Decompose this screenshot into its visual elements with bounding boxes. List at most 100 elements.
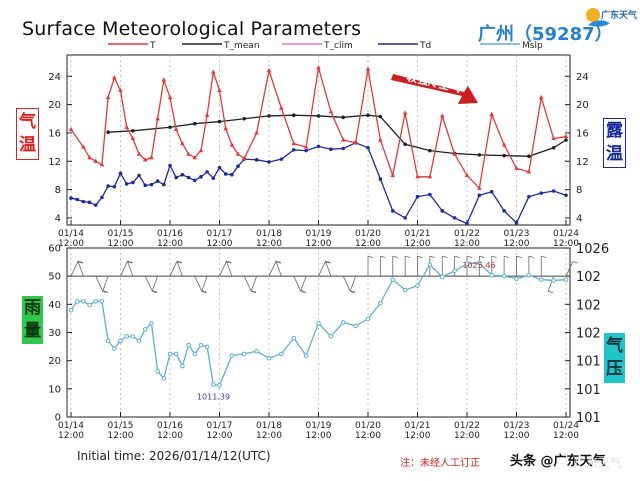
- t-point: [328, 109, 334, 114]
- wind-barb-feather-icon: [541, 255, 547, 259]
- t-point: [211, 69, 216, 74]
- wind-barb-feather-icon: [491, 255, 497, 259]
- mslp-point: [192, 351, 198, 357]
- td-point: [489, 189, 494, 194]
- pressure-label-char-1: 气: [606, 336, 623, 356]
- td-point: [465, 221, 469, 226]
- x-tick-hour: 12:00: [306, 431, 332, 441]
- t-point: [180, 140, 185, 146]
- t-point: [415, 174, 420, 179]
- mslp-point: [402, 287, 408, 293]
- mslp-point: [124, 334, 129, 339]
- t-point: [155, 116, 160, 121]
- td-point: [155, 179, 160, 183]
- x-tick-date: 01/16: [157, 421, 183, 431]
- y-tick-label-left: 8: [55, 185, 61, 196]
- x-tick-hour: 12:00: [256, 239, 282, 249]
- t-point: [452, 151, 457, 156]
- wind-barb-feather-icon: [367, 255, 374, 259]
- td-point: [564, 193, 568, 198]
- x-tick-hour: 12:00: [58, 431, 84, 441]
- rain-tick-label: 30: [48, 328, 61, 339]
- y-tick-label-left: 4: [55, 213, 61, 224]
- td-point: [124, 182, 129, 186]
- t-point: [538, 94, 544, 100]
- mslp-point: [303, 353, 309, 358]
- mslp-point: [477, 260, 482, 266]
- wind-barb-icon: [127, 260, 134, 277]
- wind-barb-feather-icon: [504, 255, 510, 259]
- x-tick-date: 01/17: [207, 421, 233, 431]
- td-point: [81, 199, 86, 204]
- t-point: [551, 135, 556, 141]
- t-point: [112, 75, 117, 80]
- t-mean-point: [378, 114, 383, 119]
- y-tick-label-right: 20: [576, 100, 589, 111]
- y-tick-label-right: 12: [576, 157, 589, 168]
- td-point: [100, 195, 104, 200]
- x-tick-date: 01/19: [306, 421, 332, 431]
- wind-barb-feather-icon: [454, 255, 460, 259]
- x-tick-date: 01/16: [157, 229, 183, 239]
- wind-barb-icon: [77, 260, 84, 277]
- mslp-point: [266, 355, 272, 361]
- pressure-tick-label: 102: [576, 327, 601, 342]
- td-point: [254, 158, 259, 162]
- wind-barb-icon: [318, 261, 326, 277]
- watermark-faint: 广东天气: [574, 456, 623, 470]
- wind-barb-feather-icon: [102, 290, 108, 294]
- x-tick-date: 01/17: [207, 229, 233, 239]
- wind-barb-icon: [102, 276, 109, 292]
- td-point: [291, 148, 296, 152]
- x-tick-date: 01/18: [256, 421, 282, 431]
- x-tick-hour: 12:00: [355, 431, 381, 441]
- wind-barb-feather-icon: [251, 290, 257, 294]
- mslp-point: [155, 369, 160, 374]
- y-tick-label-right: 8: [576, 185, 582, 196]
- t-mean-point: [527, 154, 531, 159]
- td-point: [366, 145, 370, 150]
- mslp-point: [427, 262, 433, 268]
- t-point: [223, 126, 228, 131]
- t-point: [186, 151, 191, 156]
- mslp-point: [538, 277, 544, 282]
- td-point: [93, 203, 98, 207]
- initial-time: Initial time: 2026/01/14/12(UTC): [77, 449, 271, 463]
- mslp-point: [452, 268, 457, 274]
- mslp-point: [316, 320, 321, 326]
- x-tick-hour: 12:00: [405, 431, 431, 441]
- mslp-point: [229, 353, 235, 358]
- x-tick-hour: 12:00: [504, 431, 530, 441]
- x-tick-hour: 12:00: [108, 431, 134, 441]
- mslp-point: [105, 338, 111, 344]
- t-point: [87, 155, 92, 160]
- t-mean-point: [502, 153, 506, 158]
- t-mean-point: [168, 125, 172, 130]
- t-point: [390, 172, 396, 178]
- td-point: [551, 189, 556, 193]
- mslp-point: [81, 299, 86, 304]
- t-point: [427, 174, 433, 179]
- t-mean-point: [192, 121, 197, 126]
- wind-barb-feather-icon: [226, 260, 232, 264]
- t-point: [526, 169, 532, 174]
- wind-barb-feather-icon: [442, 255, 448, 259]
- mslp-point: [87, 302, 92, 308]
- td-point: [539, 191, 544, 195]
- td-point: [514, 221, 519, 225]
- t-mean-point: [316, 114, 321, 118]
- t-point: [68, 126, 74, 131]
- legend-label-t_mean: T_mean: [223, 41, 260, 51]
- t-mean-point: [551, 145, 556, 150]
- x-tick-date: 01/20: [355, 229, 381, 239]
- cold-air-arrow-icon: [391, 74, 478, 104]
- rain-label-char-2: 量: [24, 321, 41, 341]
- t-point: [192, 155, 198, 160]
- y-tick-label-left: 24: [48, 72, 61, 83]
- mslp-point: [130, 334, 136, 339]
- x-tick-hour: 12:00: [355, 239, 381, 249]
- y-tick-label-right: 24: [576, 72, 589, 83]
- x-tick-date: 01/22: [454, 421, 480, 431]
- wind-barb-icon: [169, 261, 178, 277]
- td-point: [112, 184, 117, 189]
